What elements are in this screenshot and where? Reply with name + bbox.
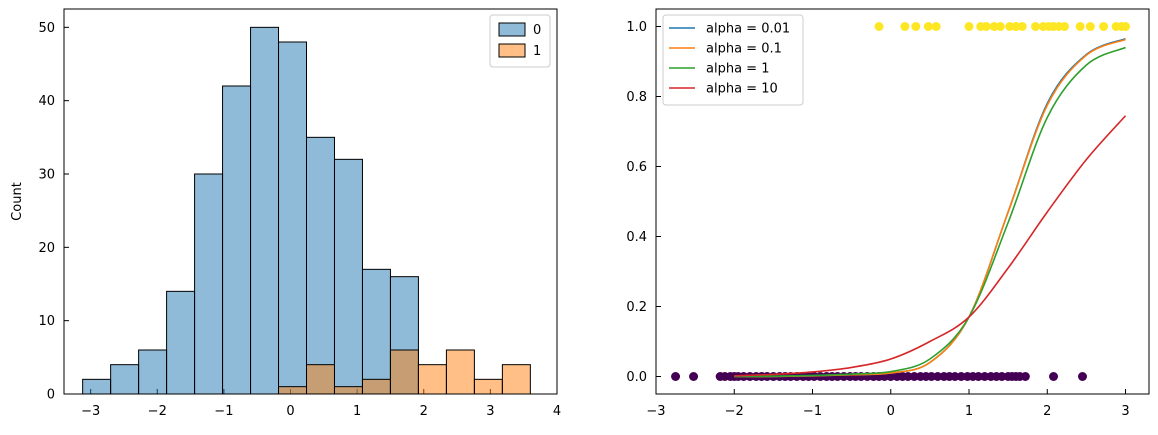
legend-label: alpha = 10	[706, 82, 778, 97]
scatter-point-class-0	[950, 372, 960, 381]
hist-bar-series-0	[138, 349, 168, 395]
y-tick-label: 0.0	[626, 370, 647, 385]
legend-swatch	[498, 43, 526, 58]
scatter-point-class-0	[689, 372, 699, 381]
hist-bar-series-1	[333, 386, 363, 395]
scatter-point-class-1	[989, 22, 999, 31]
x-tick-label: −2	[725, 404, 744, 419]
y-tick-label: 30	[38, 168, 55, 183]
legend-label: 1	[533, 44, 541, 59]
hist-bar-series-1	[417, 364, 447, 395]
hist-bar-series-1	[278, 386, 308, 395]
y-axis-label: Count	[10, 182, 25, 221]
x-tick-label: −3	[81, 404, 100, 419]
x-tick-label: 0	[887, 404, 895, 419]
legend-label: alpha = 0.01	[706, 22, 790, 37]
x-tick-label: 1	[965, 404, 973, 419]
y-tick-label: 0.2	[626, 300, 647, 315]
scatter-point-class-1	[1121, 22, 1131, 31]
scatter-point-class-1	[1075, 22, 1085, 31]
y-tick-label: 50	[38, 21, 55, 36]
legend-box	[662, 14, 804, 106]
hist-bar-series-1	[389, 349, 419, 395]
hist-bar-series-0	[82, 378, 112, 395]
hist-bar-series-0	[166, 290, 196, 395]
legend-label: alpha = 1	[706, 62, 769, 77]
x-tick-label: 3	[486, 404, 494, 419]
scatter-point-class-1	[911, 22, 921, 31]
legend-swatch	[498, 22, 526, 37]
logistic-curve-panel: −3 −2 −1 0 1 2 3 0.0 0.2 0.4 0.6 0.8 1.0 alpha = 0.01…	[626, 8, 1150, 419]
scatter-point-class-1	[964, 22, 974, 31]
scatter-point-class-0	[933, 372, 943, 381]
x-tick-label: 1	[353, 404, 361, 419]
scatter-point-class-1	[981, 22, 991, 31]
curve-series-2	[734, 46, 1126, 378]
x-tick-label: 3	[1121, 404, 1129, 419]
scatter-point-class-0	[909, 372, 919, 381]
hist-bar-series-0	[250, 26, 280, 395]
scatter-point-class-0	[671, 372, 681, 381]
hist-bar-series-0	[110, 364, 140, 395]
scatter-point-class-1	[900, 22, 910, 31]
scatter-point-class-1	[1085, 22, 1095, 31]
hist-bar-series-1	[473, 378, 503, 395]
axes-frame	[63, 8, 558, 395]
hist-bar-series-0	[222, 85, 252, 395]
hist-bar-series-0	[194, 173, 224, 395]
curve-series-3	[734, 115, 1127, 377]
scatter-point-class-0	[1077, 372, 1087, 381]
scatter-point-class-0	[997, 372, 1007, 381]
y-tick-label: 40	[38, 94, 55, 109]
scatter-point-class-0	[980, 372, 990, 381]
scatter-point-class-1	[1031, 22, 1041, 31]
axes-frame	[655, 8, 1150, 395]
y-tick-label: 0.4	[626, 230, 647, 245]
y-tick-label: 0.8	[626, 90, 647, 105]
x-tick-label: −1	[214, 404, 233, 419]
x-tick-label: −3	[646, 404, 665, 419]
y-tick-label: 1.0	[626, 20, 647, 35]
hist-bar-series-1	[306, 364, 335, 395]
scatter-point-class-0	[973, 372, 983, 381]
scatter-point-class-0	[926, 372, 936, 381]
x-tick-label: 0	[286, 404, 294, 419]
scatter-point-class-0	[1049, 372, 1059, 381]
scatter-point-class-1	[931, 22, 941, 31]
scatter-point-class-1	[923, 22, 933, 31]
legend-label: alpha = 0.1	[706, 42, 782, 57]
x-tick-label: −2	[148, 404, 167, 419]
y-tick-label: 0.6	[626, 160, 647, 175]
hist-bar-series-0	[278, 41, 308, 395]
x-tick-label: 2	[1043, 404, 1051, 419]
y-tick-label: 0	[47, 388, 55, 403]
scatter-point-class-0	[815, 372, 825, 381]
scatter-point-class-0	[956, 372, 966, 381]
hist-bar-series-0	[361, 268, 391, 395]
x-tick-label: 2	[420, 404, 428, 419]
hist-bar-series-0	[333, 158, 363, 395]
scatter-point-class-1	[1059, 22, 1069, 31]
scatter-point-class-1	[874, 22, 884, 31]
x-tick-label: 4	[553, 404, 561, 419]
scatter-point-class-1	[1011, 22, 1021, 31]
scatter-point-class-1	[1005, 22, 1015, 31]
hist-bar-series-1	[445, 349, 475, 395]
scatter-point-class-1	[1017, 22, 1027, 31]
scatter-point-class-0	[886, 372, 896, 381]
y-tick-label: 20	[38, 241, 55, 256]
scatter-point-class-1	[995, 22, 1005, 31]
hist-bar-series-1	[501, 364, 531, 395]
scatter-point-class-0	[1020, 372, 1030, 381]
y-tick-label: 10	[38, 314, 55, 329]
hist-bar-series-1	[361, 378, 391, 395]
hist-bar-series-0	[306, 136, 335, 395]
scatter-point-class-1	[1099, 22, 1109, 31]
scatter-point-class-0	[903, 372, 913, 381]
legend-label: 0	[533, 23, 541, 38]
x-tick-label: −1	[803, 404, 822, 419]
